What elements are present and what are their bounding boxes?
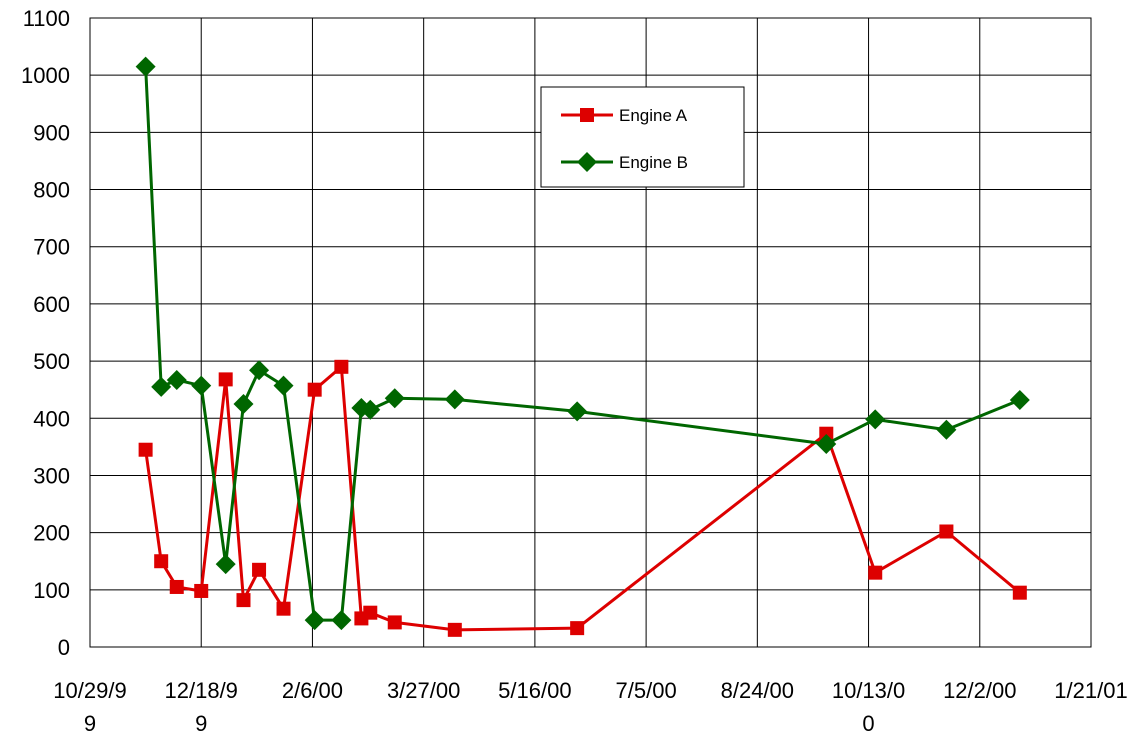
data-point-engine-b	[273, 375, 294, 396]
x-tick-label: 10/13/0 0	[832, 678, 905, 732]
legend-label: Engine A	[619, 106, 688, 125]
y-tick-label: 200	[33, 521, 70, 546]
data-point-engine-b	[444, 389, 465, 410]
x-tick-label: 12/18/9 9	[165, 678, 238, 732]
data-point-engine-a	[138, 442, 153, 457]
y-tick-label: 0	[58, 635, 70, 660]
x-tick-label: 3/27/00	[387, 678, 460, 703]
data-point-engine-a	[276, 601, 291, 616]
data-point-engine-b	[936, 419, 957, 440]
y-tick-label: 300	[33, 463, 70, 488]
y-tick-label: 1100	[23, 6, 70, 31]
legend-box	[540, 86, 745, 188]
data-point-engine-b	[360, 399, 381, 420]
data-point-engine-a	[334, 359, 349, 374]
legend-entry-engine-b: Engine B	[561, 152, 688, 172]
data-point-engine-b	[166, 369, 187, 390]
data-point-engine-a	[236, 593, 251, 608]
data-point-engine-a	[252, 562, 267, 577]
data-point-engine-a	[1012, 585, 1027, 600]
data-point-engine-a	[387, 615, 402, 630]
data-point-engine-b	[191, 375, 212, 396]
legend-entry-engine-a: Engine A	[561, 106, 688, 125]
y-tick-label: 400	[33, 406, 70, 431]
x-tick-label: 12/2/00	[943, 678, 1016, 703]
legend: Engine A Engine B	[540, 86, 745, 188]
y-tick-label: 800	[33, 178, 70, 203]
data-point-engine-b	[384, 388, 405, 409]
data-point-engine-b	[135, 56, 156, 77]
plot-area-border	[89, 17, 1092, 648]
y-tick-label: 600	[33, 292, 70, 317]
data-point-engine-b	[331, 610, 352, 631]
data-point-engine-a	[218, 372, 233, 387]
y-tick-label: 900	[33, 120, 70, 145]
x-tick-label: 10/29/9 9	[53, 678, 126, 732]
legend-marker	[577, 152, 597, 172]
legend-marker	[580, 108, 594, 122]
series-line-engine-a	[144, 365, 1021, 632]
data-point-engine-b	[233, 393, 254, 414]
data-point-engine-a	[819, 426, 834, 441]
data-point-engine-a	[570, 621, 585, 636]
x-tick-label: 1/21/01	[1054, 678, 1127, 703]
x-axis-tick-labels: 10/29/9 9 12/18/9 9 2/6/00 3/27/00 5/16/00 7/5/…	[53, 678, 1127, 732]
data-point-engine-a	[169, 579, 184, 594]
y-tick-label: 500	[33, 349, 70, 374]
x-tick-label: 5/16/00	[498, 678, 571, 703]
data-point-engine-a	[154, 554, 169, 569]
data-point-engine-a	[363, 605, 378, 620]
data-point-engine-a	[194, 583, 209, 598]
data-point-engine-a	[447, 622, 462, 637]
legend-label: Engine B	[619, 153, 688, 172]
data-point-engine-b	[865, 409, 886, 430]
data-point-engine-b	[151, 376, 172, 397]
data-point-engine-b	[304, 610, 325, 631]
x-tick-label: 7/5/00	[616, 678, 677, 703]
data-point-engine-b	[249, 360, 270, 381]
series-engine-a	[138, 359, 1027, 637]
data-point-engine-a	[307, 382, 322, 397]
y-tick-label: 700	[33, 235, 70, 260]
y-tick-label: 1000	[21, 63, 70, 88]
data-point-engine-b	[1009, 389, 1030, 410]
x-tick-label: 8/24/00	[721, 678, 794, 703]
series-engine-b	[135, 56, 1030, 631]
x-tick-label: 2/6/00	[282, 678, 343, 703]
data-point-engine-b	[215, 554, 236, 575]
data-point-engine-b	[567, 401, 588, 422]
data-point-engine-b	[816, 434, 837, 455]
y-tick-label: 100	[33, 578, 70, 603]
data-point-engine-a	[868, 565, 883, 580]
y-axis-tick-labels: 0 100 200 300 400 500 600 700 800 900 1000 1100	[21, 6, 70, 660]
data-point-engine-a	[939, 524, 954, 539]
series-layer	[135, 56, 1030, 637]
